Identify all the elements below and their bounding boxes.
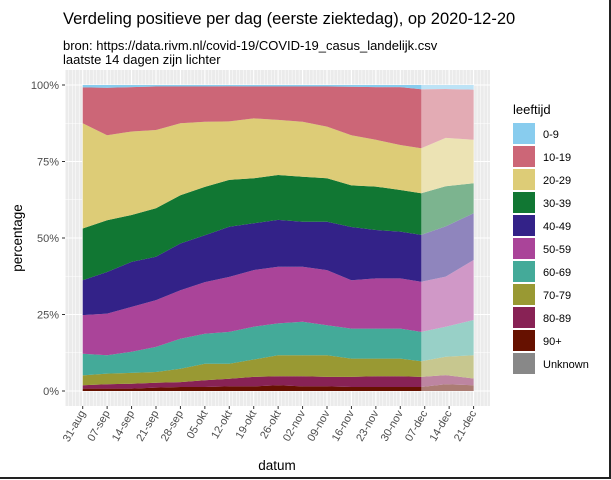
legend-label: 30-39 (543, 198, 571, 210)
legend-key (513, 192, 535, 213)
legend-key (513, 261, 535, 282)
legend-key (513, 353, 535, 374)
x-tick-label: 26-okt (258, 409, 284, 441)
x-tick-label: 31-aug (61, 409, 89, 445)
legend-key (513, 215, 535, 236)
x-tick-label: 30-nov (379, 408, 406, 444)
legend-key (513, 330, 535, 351)
y-axis-label: percentage (10, 204, 25, 272)
area-10-19 (82, 86, 474, 149)
x-tick-label: 21-sep (134, 409, 161, 444)
x-tick-label: 16-nov (330, 408, 357, 444)
legend-key (513, 169, 535, 190)
x-tick-label: 12-okt (209, 409, 235, 441)
legend-label: 90+ (543, 336, 562, 348)
stacked-areas (82, 85, 474, 391)
x-tick-label: 14-dec (428, 408, 455, 444)
x-tick-label: 28-sep (159, 409, 186, 444)
legend-label: 10-19 (543, 152, 571, 164)
legend-label: 80-89 (543, 313, 571, 325)
area-30-39 (82, 175, 474, 281)
y-tick-label: 100% (31, 80, 59, 92)
x-axis: 31-aug07-sep14-sep21-sep28-sep05-okt12-o… (61, 406, 479, 445)
legend-label: 70-79 (543, 290, 571, 302)
chart-title: Verdeling positieve per dag (eerste ziek… (63, 10, 515, 28)
legend-label: 40-49 (543, 221, 571, 233)
x-tick-label: 07-dec (403, 408, 430, 444)
legend-label: 20-29 (543, 175, 571, 187)
legend-key (513, 123, 535, 144)
x-tick-label: 23-nov (354, 408, 381, 444)
legend-key (513, 238, 535, 259)
x-tick-label: 21-dec (452, 408, 479, 444)
legend-label: 0-9 (543, 129, 559, 141)
legend: leeftijd 0-9 10-19 20-29 30-39 40-49 50-59 60-… (513, 102, 589, 374)
legend-label: 60-69 (543, 267, 571, 279)
legend-label: 50-59 (543, 244, 571, 256)
area-50-59 (82, 260, 474, 356)
area-90plus (82, 384, 474, 391)
legend-label: Unknown (543, 359, 589, 371)
x-tick-label: 05-okt (185, 409, 211, 441)
x-tick-label: 07-sep (86, 409, 113, 444)
chart-subtitle-1: bron: https://data.rivm.nl/covid-19/COVI… (63, 38, 438, 53)
x-tick-label: 14-sep (110, 409, 137, 444)
y-tick-label: 75% (37, 157, 59, 169)
x-axis-label: datum (258, 458, 296, 473)
y-tick-label: 50% (37, 233, 59, 245)
area-0-9 (82, 85, 474, 90)
area-80-89 (82, 375, 474, 389)
legend-key (513, 146, 535, 167)
x-tick-label: 09-nov (305, 408, 332, 444)
legend-key (513, 284, 535, 305)
y-tick-label: 0% (43, 386, 59, 398)
chart-subtitle-2: laatste 14 dagen zijn lichter (63, 52, 221, 67)
y-tick-label: 25% (37, 310, 59, 322)
area-60-69 (82, 320, 474, 376)
x-tick-label: 19-okt (234, 409, 260, 441)
legend-title: leeftijd (513, 102, 551, 117)
area-70-79 (82, 355, 474, 386)
y-axis: 0% 25% 50% 75% 100% (31, 80, 65, 398)
x-tick-label: 02-nov (281, 408, 308, 444)
area-40-49 (82, 213, 474, 316)
area-20-29 (82, 118, 474, 229)
lighter-overlay (421, 85, 474, 391)
legend-key (513, 307, 535, 328)
